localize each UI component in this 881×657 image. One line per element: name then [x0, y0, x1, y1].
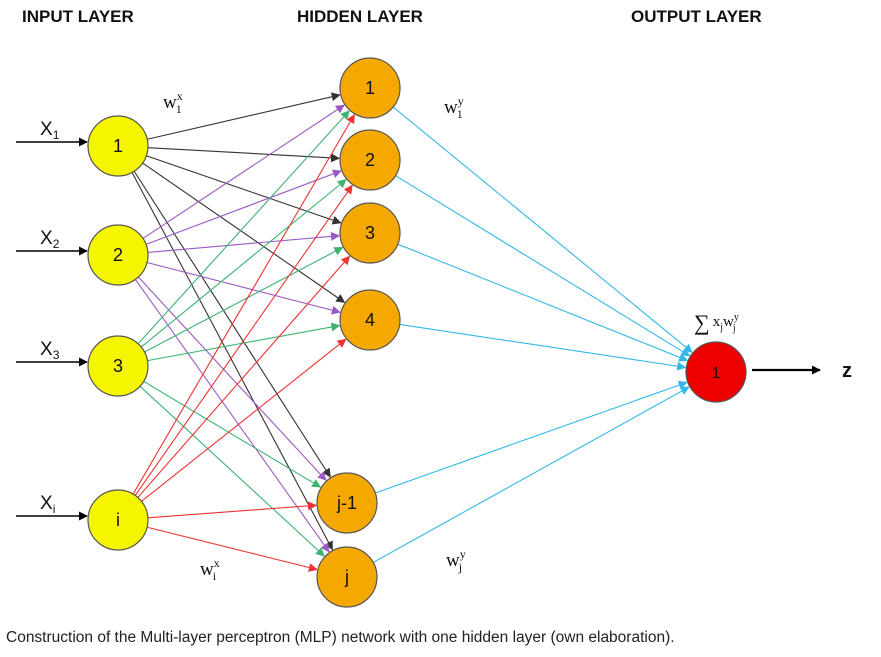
input-label-3: X3: [40, 339, 60, 362]
edge-input-1-hidden-4: [142, 162, 346, 303]
edge-hidden-2-output: [395, 175, 691, 357]
output-z-label: z: [842, 360, 852, 382]
hidden-node-4-label: 4: [365, 310, 375, 330]
edge-input-1-hidden-6: [131, 172, 333, 551]
edge-input-3-hidden-4: [147, 322, 341, 362]
edge-input-3-hidden-1: [137, 110, 350, 345]
input-node-1: [87, 115, 149, 177]
output-node-label: 1: [712, 365, 721, 382]
hidden-node-6-label: j: [344, 567, 349, 587]
edge-input-4-hidden-4: [141, 338, 347, 502]
hidden-node-3-label: 3: [365, 223, 375, 243]
hidden-node-1: [339, 57, 401, 119]
input-label-1: X1: [40, 119, 60, 142]
input-node-1-label: 1: [113, 136, 123, 156]
input-layer-title: INPUT LAYER: [22, 7, 134, 26]
input-node-2-label: 2: [113, 245, 123, 265]
edge-input-2-hidden-6: [134, 279, 330, 553]
edge-input-2-hidden-1: [142, 104, 345, 239]
edge-input-4-hidden-3: [137, 255, 351, 498]
output-node: [685, 341, 747, 403]
input-node-3: [87, 335, 149, 397]
hidden-node-1-label: 1: [365, 78, 375, 98]
weight-wjy: wy j: [446, 547, 466, 574]
hidden-node-2: [339, 129, 401, 191]
output-layer-title: OUTPUT LAYER: [631, 7, 762, 26]
edge-input-3-hidden-5: [143, 380, 322, 488]
edge-input-2-hidden-5: [137, 276, 327, 481]
hidden-layer-title: HIDDEN LAYER: [297, 7, 423, 26]
edge-input-4-hidden-2: [134, 184, 353, 496]
input-node-3-label: 3: [113, 356, 123, 376]
edge-hidden-4-output: [399, 323, 687, 371]
hidden-node-4: [339, 289, 401, 351]
input-node-4-label: i: [116, 510, 120, 530]
edge-input-1-hidden-3: [146, 155, 342, 225]
input-label-4: Xi: [40, 493, 55, 516]
edge-hidden-5-output: [375, 380, 688, 494]
edge-input-4-hidden-6: [146, 526, 318, 572]
hidden-node-6: [316, 546, 378, 608]
input-node-4: [87, 489, 149, 551]
weight-w1y: wy 1: [444, 94, 464, 121]
weight-w1x: wx 1: [163, 89, 183, 116]
edge-input-4-hidden-5: [147, 501, 317, 519]
edge-input-2-hidden-3: [147, 231, 341, 253]
edge-input-3-hidden-2: [140, 179, 347, 348]
edge-input-2-hidden-2: [145, 169, 342, 245]
edges-group: [16, 92, 821, 572]
hidden-node-5: [316, 472, 378, 534]
hidden-node-3: [339, 202, 401, 264]
figure-caption: Construction of the Multi-layer perceptr…: [6, 629, 675, 646]
sum-formula: ∑ xjwy j: [694, 310, 739, 335]
input-label-2: X2: [40, 228, 60, 251]
edge-hidden-3-output: [397, 243, 689, 362]
edge-input-3-hidden-3: [144, 246, 344, 353]
edge-hidden-1-output: [392, 106, 693, 353]
nodes-group: 1 2 3 i 1 2 3 4 j-1 j 1: [87, 57, 747, 608]
hidden-node-2-label: 2: [365, 150, 375, 170]
labels-group: X1 X2 X3 Xi z wx 1 wx i wy 1 wy j ∑ xjwy j: [40, 89, 852, 583]
edge-hidden-6-output: [372, 386, 690, 563]
edge-input-3-hidden-6: [139, 385, 325, 557]
edge-input-4-hidden-1: [132, 113, 355, 495]
input-node-2: [87, 224, 149, 286]
edge-input-1-hidden-1: [147, 92, 341, 140]
hidden-node-5-label: j-1: [336, 493, 357, 513]
weight-wix: wx i: [200, 556, 220, 583]
network-svg: 1 2 3 i 1 2 3 4 j-1 j 1 X1 X2 X3 Xi z wx 1 wx i wy 1 wy j ∑ xjwy…: [16, 57, 852, 608]
